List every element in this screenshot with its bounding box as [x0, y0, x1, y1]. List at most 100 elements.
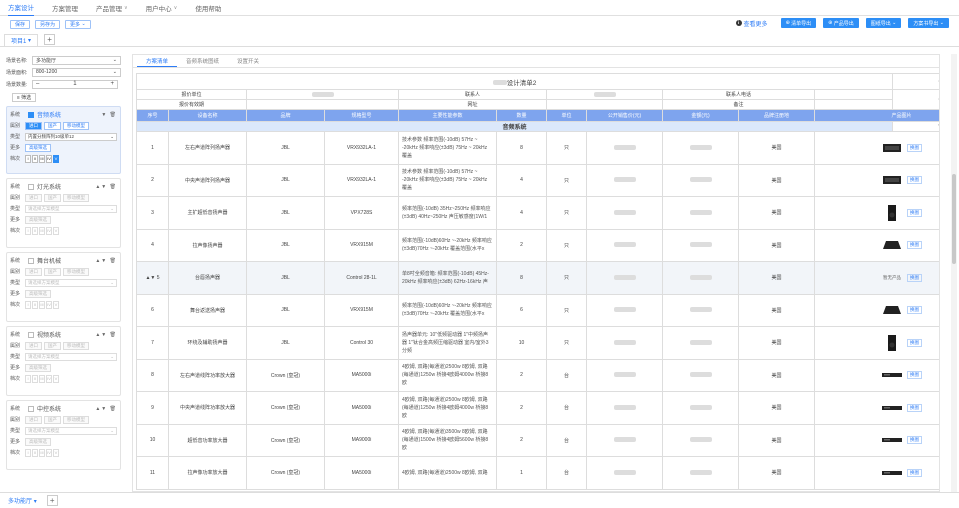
quantity[interactable]: 2 — [496, 423, 547, 457]
tab-settings[interactable]: 设置开关 — [237, 59, 260, 65]
grade-option[interactable]: IV — [46, 226, 52, 235]
grade-option[interactable]: II — [32, 154, 38, 163]
grade-option[interactable]: IV — [46, 154, 52, 163]
help-link[interactable]: i 查看更多 — [735, 19, 768, 28]
grade-option[interactable]: II — [32, 226, 38, 235]
nav-user[interactable]: 用户中心 ∨ — [146, 0, 178, 16]
model-option[interactable]: 移动模型 — [63, 415, 89, 424]
model-select[interactable]: 请选择方案模型 ⌄ — [25, 352, 117, 361]
nav-manage[interactable]: 方案管理 — [52, 0, 78, 16]
tab-project-1[interactable]: 项目1 ▾ — [4, 34, 39, 46]
swap-image-button[interactable]: 换图 — [907, 371, 923, 380]
swap-image-button[interactable]: 换图 — [907, 143, 923, 152]
tab-drawings[interactable]: 音频系统图纸 — [186, 59, 220, 65]
grade-option[interactable]: V — [53, 154, 59, 163]
quantity[interactable]: 2 — [496, 228, 547, 262]
import-option[interactable]: 进口 — [25, 341, 42, 350]
gear-icon[interactable]: ⚙ — [892, 73, 939, 90]
table-row[interactable]: 7 环绕及辅助扬声器 JBL Control 30 扬声器单元: 10"低频驱动… — [136, 326, 939, 360]
import-option[interactable]: 进口 — [25, 415, 42, 424]
quantity[interactable]: 6 — [496, 293, 547, 327]
swap-image-button[interactable]: 换图 — [907, 338, 923, 347]
save-button[interactable]: 保存 — [10, 19, 31, 29]
table-row[interactable]: 11 拉声像功率放大器 Crown (皇冠) MA5000i 4欧姆, 双路(每… — [136, 456, 939, 490]
swap-image-button[interactable]: 换图 — [907, 403, 923, 412]
swap-image-button[interactable]: 换图 — [907, 208, 923, 217]
model-select[interactable]: 请选择方案模型 ⌄ — [25, 426, 117, 435]
table-row[interactable]: 9 中央声道线阵功率放大器 Crown (皇冠) MA5000i 4欧姆, 双路… — [136, 391, 939, 425]
advanced-filter-button[interactable]: 高级筛选 — [25, 437, 51, 446]
table-row[interactable]: 2 中央声道阵列扬声器 JBL VRX932LA-1 技术参数 频率范围(-10… — [136, 163, 939, 197]
scrollbar-thumb[interactable] — [952, 174, 956, 264]
table-row[interactable]: 1 左右声道阵列扬声器 JBL VRX932LA-1 技术参数 频率范围(-10… — [136, 131, 939, 165]
quantity[interactable]: 8 — [496, 261, 547, 295]
minus-icon[interactable]: – — [36, 81, 40, 87]
grade-option[interactable]: I — [25, 226, 31, 235]
grade-option[interactable]: IV — [46, 300, 52, 309]
grade-option[interactable]: IV — [46, 374, 52, 383]
swap-image-button[interactable]: 换图 — [907, 273, 923, 282]
advanced-filter-button[interactable]: 高级筛选 — [25, 143, 51, 152]
export-drawings-button[interactable]: 图纸导出 ⌄ — [865, 18, 902, 28]
row-number[interactable]: ▲▼ 5 — [136, 261, 169, 295]
sort-delete-icons[interactable]: ▼ 🗑 — [101, 111, 117, 118]
advanced-filter-button[interactable]: 高级筛选 — [25, 215, 51, 224]
grade-option[interactable]: IV — [46, 448, 52, 457]
grade-option[interactable]: V — [53, 300, 59, 309]
grade-option[interactable]: II — [32, 374, 38, 383]
table-row[interactable]: 3 主扩超低音扬声器 JBL VPX728S 频率范围(-10dB) 35Hz~… — [136, 196, 939, 230]
export-products-button[interactable]: ⊕ 产品导出 — [823, 18, 859, 28]
gear-icon[interactable]: ⚙ — [892, 89, 939, 110]
nav-design[interactable]: 方案设计 — [8, 0, 34, 16]
import-option[interactable]: 进口 — [25, 193, 42, 202]
swap-image-button[interactable]: 换图 — [907, 241, 923, 250]
plus-icon[interactable]: + — [110, 81, 114, 87]
model-option[interactable]: 移动模型 — [63, 267, 89, 276]
quantity[interactable]: 4 — [496, 163, 547, 197]
grade-option[interactable]: III — [39, 300, 45, 309]
nav-products[interactable]: 产品管理 ∨ — [96, 0, 128, 16]
table-row[interactable]: 4 拉声像扬声器 JBL VRX915M 频率范围(-10dB)60Hz ~-2… — [136, 228, 939, 262]
quantity[interactable]: 10 — [496, 326, 547, 360]
advanced-filter-button[interactable]: 高级筛选 — [25, 363, 51, 372]
domestic-option[interactable]: 国产 — [44, 341, 61, 350]
quantity[interactable]: 2 — [496, 358, 547, 392]
grade-option[interactable]: III — [39, 374, 45, 383]
import-option[interactable]: 进口 — [25, 121, 42, 130]
swap-image-button[interactable]: 换图 — [907, 306, 923, 315]
quantity[interactable]: 1 — [496, 456, 547, 490]
domestic-option[interactable]: 国产 — [44, 121, 61, 130]
table-row[interactable]: ▲▼ 5 台唇扬声器 JBL Control 28-1L 单8吋全频音箱: 频率… — [136, 261, 939, 295]
advanced-filter-button[interactable]: 高级筛选 — [25, 289, 51, 298]
grade-option[interactable]: III — [39, 226, 45, 235]
grade-option[interactable]: V — [53, 226, 59, 235]
scrollbar[interactable] — [951, 54, 957, 492]
system-checkbox[interactable] — [28, 257, 34, 264]
table-row[interactable]: 6 舞台返送扬声器 JBL VRX915M 频率范围(-10dB)60Hz ~-… — [136, 293, 939, 327]
model-option[interactable]: 移动模型 — [63, 121, 89, 130]
save-as-button[interactable]: 另存为 — [35, 19, 61, 29]
sort-delete-icons[interactable]: ▲▼ 🗑 — [95, 183, 117, 190]
grade-option[interactable]: I — [25, 154, 31, 163]
grade-option[interactable]: III — [39, 448, 45, 457]
swap-image-button[interactable]: 换图 — [907, 468, 923, 477]
add-project-button[interactable]: + — [44, 34, 56, 45]
tab-venue[interactable]: 多功能厅 ▾ — [8, 496, 37, 505]
system-checkbox[interactable] — [28, 405, 34, 412]
quantity[interactable]: 8 — [496, 131, 547, 165]
table-row[interactable]: 8 左右声道线阵功率放大器 Crown (皇冠) MA5000i 4欧姆, 双路… — [136, 358, 939, 392]
system-checkbox[interactable] — [28, 331, 34, 338]
venue-select[interactable]: 多功能厅 ⌄ — [32, 55, 121, 65]
model-option[interactable]: 移动模型 — [63, 193, 89, 202]
swap-image-button[interactable]: 换图 — [907, 176, 923, 185]
grade-option[interactable]: I — [25, 448, 31, 457]
sort-delete-icons[interactable]: ▲▼ 🗑 — [95, 405, 117, 412]
model-select[interactable]: 请选择方案模型 ⌄ — [25, 204, 117, 213]
swap-image-button[interactable]: 换图 — [907, 436, 923, 445]
grade-option[interactable]: V — [53, 374, 59, 383]
grade-option[interactable]: II — [32, 448, 38, 457]
filter-button[interactable]: ≡ 筛选 — [12, 93, 36, 102]
edit-icon[interactable]: ✎ — [892, 121, 939, 132]
export-proposal-button[interactable]: 方案书导出 ⌄ — [908, 18, 949, 28]
table-row[interactable]: 10 超低音功率放大器 Crown (皇冠) MA9000i 4欧姆, 双路(每… — [136, 423, 939, 457]
